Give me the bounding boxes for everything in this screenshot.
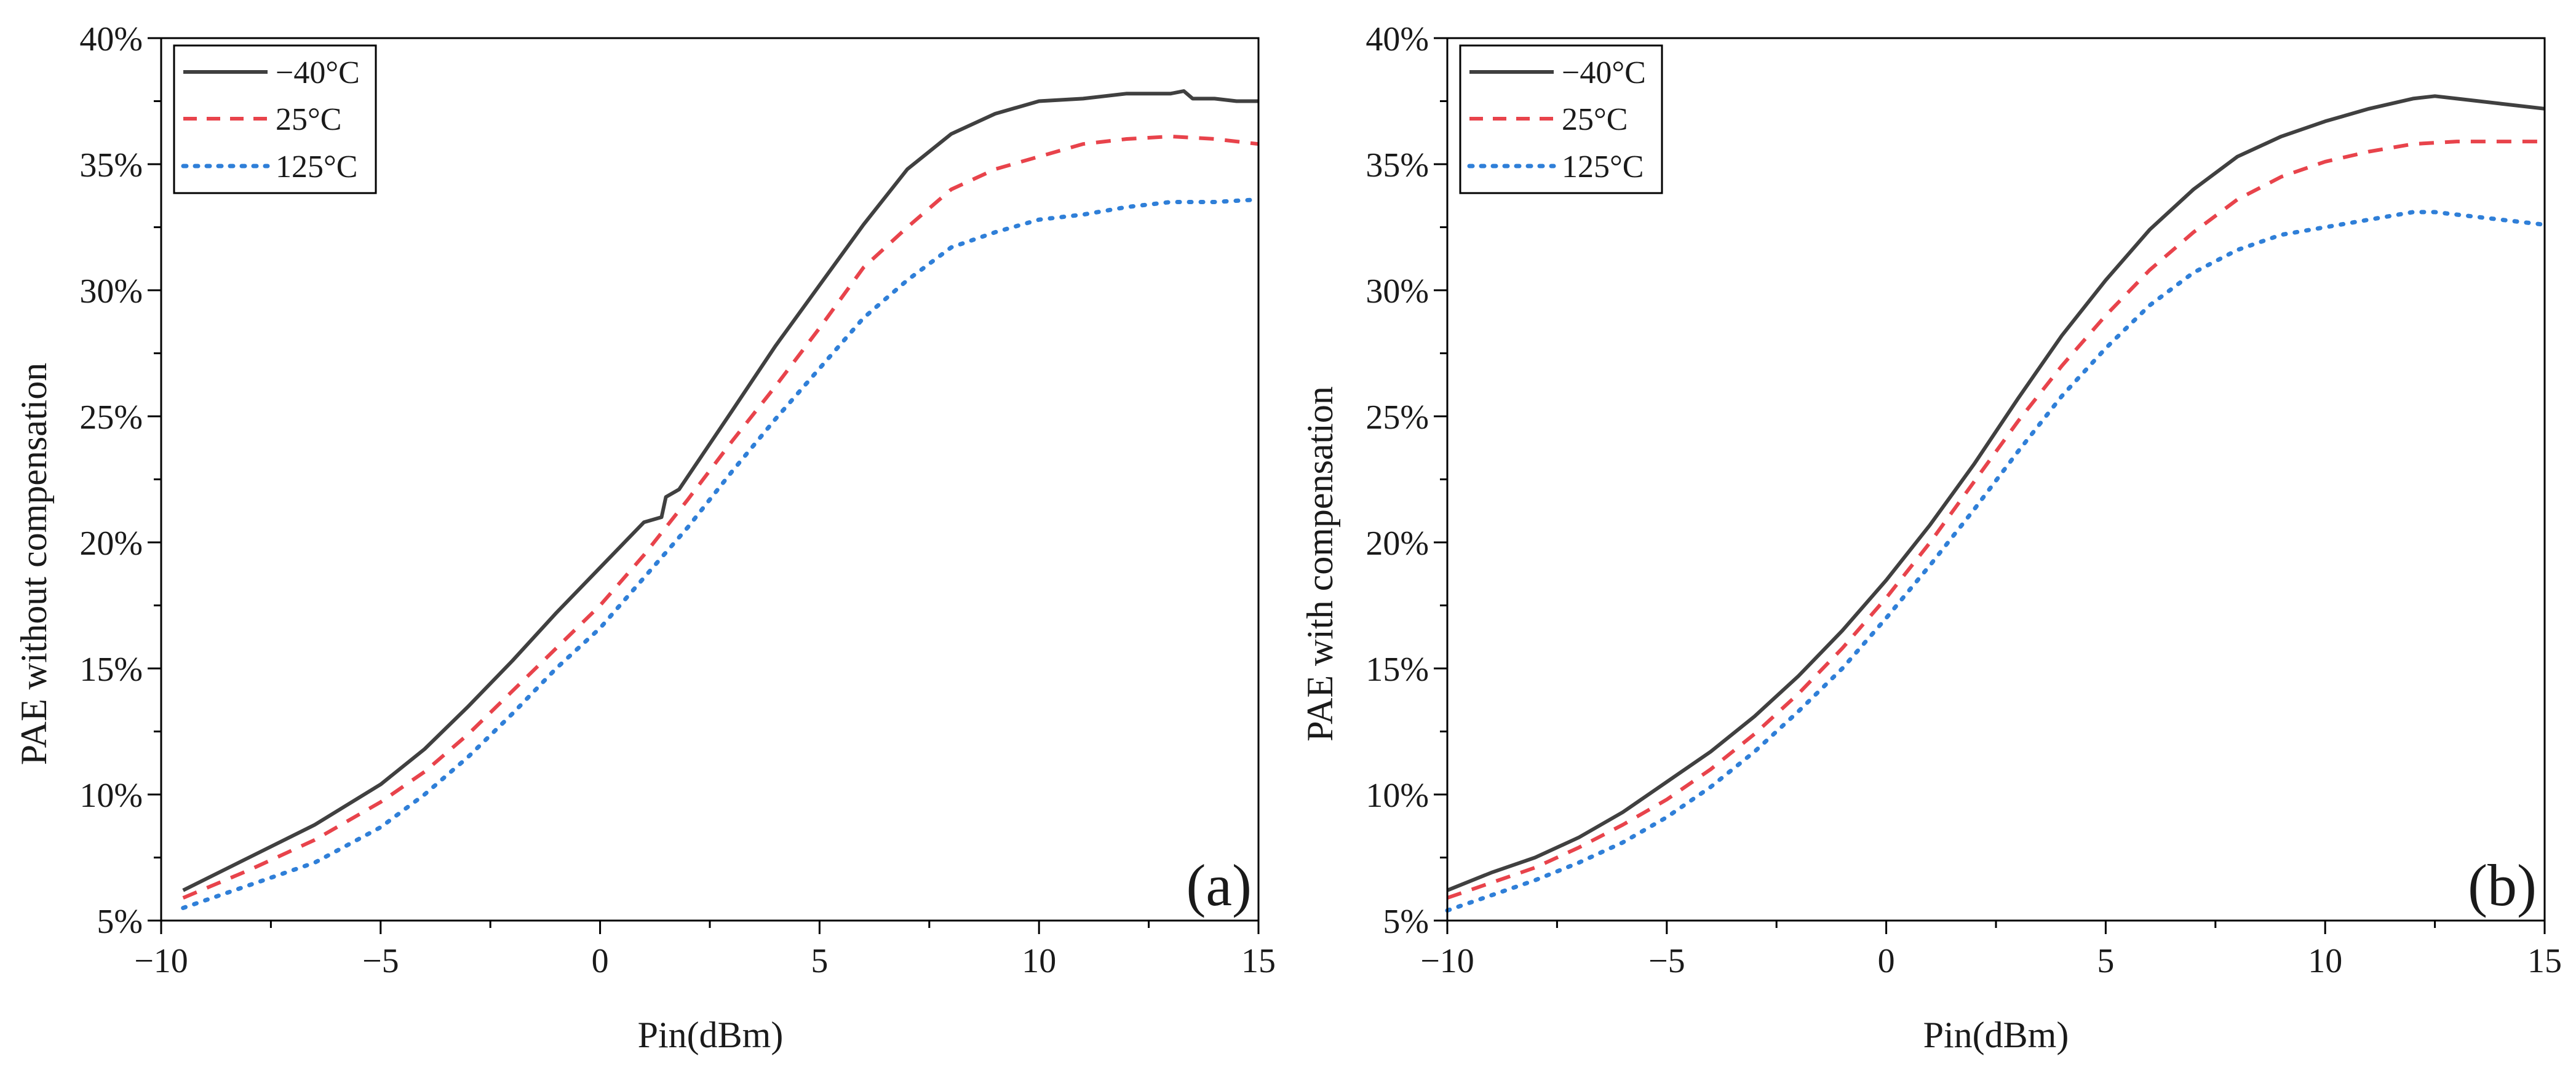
x-tick-label: −5 [362, 942, 399, 980]
x-tick-label: 15 [2527, 942, 2562, 980]
x-axis-label: Pin(dBm) [1923, 1015, 2069, 1055]
x-tick-label: 15 [1241, 942, 1276, 980]
y-tick-label: 30% [79, 272, 143, 311]
series-line-125 [1445, 210, 2547, 913]
x-tick-label: 0 [592, 942, 609, 980]
x-tick-label: 0 [1878, 942, 1895, 980]
x-tick-label: −10 [134, 942, 188, 980]
panel-b: PAE with compensation Pin(dBm) (b) −10 −5… [1300, 20, 2562, 1055]
legend-label-minus40: −40°C [276, 55, 360, 90]
x-tick-label: −10 [1420, 942, 1474, 980]
legend: −40°C 25°C 125°C [173, 44, 377, 194]
y-tick-label: 40% [1366, 20, 1429, 58]
panel-a: PAE without compensation Pin(dBm) (a) −1… [14, 20, 1276, 1055]
x-tick-label: 5 [811, 942, 828, 980]
y-tick-label: 10% [1366, 777, 1429, 815]
panel-label: (b) [2468, 852, 2537, 918]
y-tick-label: 5% [97, 903, 143, 941]
y-tick-label: 15% [1366, 651, 1429, 689]
x-axis-label: Pin(dBm) [638, 1015, 784, 1055]
y-tick-label: 20% [1366, 525, 1429, 563]
series-line-minus40 [1446, 94, 2545, 892]
y-tick-label: 25% [79, 398, 143, 437]
legend-label-25: 25°C [276, 102, 341, 137]
x-tick-label: −5 [1648, 942, 1685, 980]
x-tick-label: 5 [2097, 942, 2114, 980]
y-tick-label: 40% [79, 20, 143, 58]
panel-label: (a) [1186, 852, 1252, 918]
legend: −40°C 25°C 125°C [1459, 44, 1663, 194]
y-tick-label: 10% [79, 777, 143, 815]
y-axis-label: PAE with compensation [1300, 386, 1340, 742]
legend-label-125: 125°C [276, 149, 357, 184]
x-tick-label: 10 [2308, 942, 2342, 980]
y-tick-label: 20% [79, 525, 143, 563]
y-tick-label: 35% [1366, 146, 1429, 184]
legend-label-minus40: −40°C [1562, 55, 1646, 90]
series-line-minus40 [182, 89, 1258, 892]
series-line-25 [1447, 140, 2545, 900]
y-tick-label: 25% [1366, 398, 1429, 437]
x-tick-label: 10 [1022, 942, 1056, 980]
y-tick-label: 5% [1383, 903, 1429, 941]
y-tick-label: 15% [79, 651, 143, 689]
y-tick-label: 35% [79, 146, 143, 184]
legend-label-125: 125°C [1562, 149, 1644, 184]
series-line-125 [181, 197, 1261, 910]
y-axis-label: PAE without compensation [14, 363, 54, 765]
legend-label-25: 25°C [1562, 102, 1628, 137]
y-tick-label: 30% [1366, 272, 1429, 311]
series-line-25 [182, 134, 1259, 900]
